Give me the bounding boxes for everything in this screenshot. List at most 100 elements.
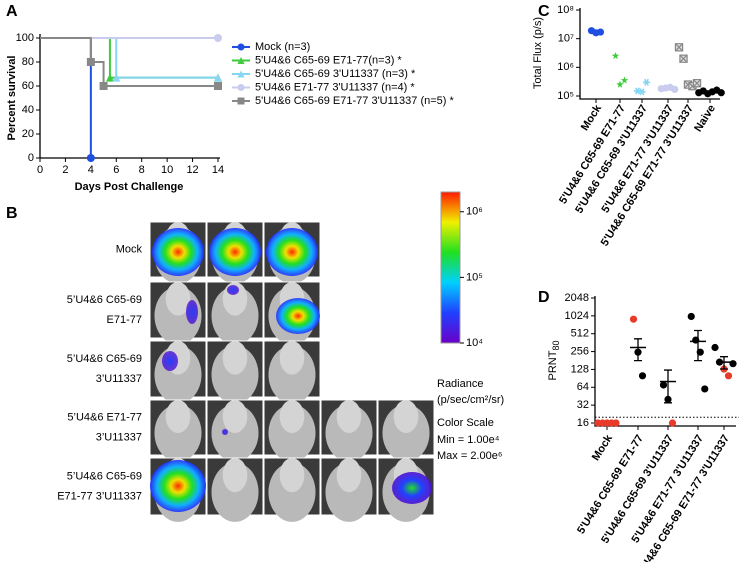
signal: [150, 460, 206, 512]
row-label: E71-77: [107, 314, 142, 326]
x-tick-label: 10: [161, 164, 173, 176]
row-label: 3’U11337: [96, 431, 142, 443]
marker: [680, 55, 687, 62]
legend-label: 5'U4&6 C65-69 3'U11337 (n=3) *: [255, 68, 416, 80]
marker: [671, 86, 678, 93]
marker: [639, 372, 646, 379]
y-tick-label: 60: [22, 80, 34, 92]
x-tick-label: Mock: [579, 102, 605, 133]
marker: [634, 88, 641, 94]
mouse-head: [337, 458, 362, 492]
marker: [660, 381, 667, 388]
y-tick-label: 80: [22, 56, 34, 68]
panel-letter: A: [6, 3, 18, 20]
axis: [40, 34, 220, 158]
mouse-head: [337, 400, 362, 433]
row-label: 3’U11337: [96, 373, 142, 385]
row-label: 5’U4&6 C65-69: [67, 294, 142, 306]
y-tick-label: 10⁸: [557, 4, 574, 16]
y-axis-label: PRNT80: [547, 341, 561, 381]
marker: [612, 52, 620, 59]
signal: [266, 228, 318, 276]
signal: [392, 472, 432, 504]
marker: [675, 44, 682, 51]
signal: [276, 298, 320, 334]
row-label: 5’U4&6 C65-69: [67, 470, 142, 482]
marker: [669, 419, 676, 426]
y-tick-label: 128: [571, 363, 589, 375]
mouse-head: [223, 400, 248, 433]
survival-curve: [40, 38, 91, 158]
row-label: 5’U4&6 E71-77: [67, 411, 142, 423]
marker: [597, 28, 604, 35]
marker: [214, 82, 222, 90]
legend-label: Mock (n=3): [255, 41, 310, 53]
colorbar: [441, 192, 460, 343]
colorbar-label: 10⁵: [466, 271, 483, 283]
marker: [612, 419, 619, 426]
marker: [638, 89, 645, 95]
error-bar: [634, 339, 642, 361]
marker: [693, 80, 700, 87]
signal: [227, 285, 239, 295]
signal: [162, 351, 178, 371]
x-tick-label: 2: [62, 164, 68, 176]
marker: [100, 82, 108, 90]
panel-letter: B: [6, 205, 18, 222]
marker: [616, 81, 624, 88]
y-tick-label: 10⁷: [558, 33, 574, 45]
y-tick-label: 64: [577, 381, 589, 393]
marker: [711, 344, 718, 351]
legend-label: 5'U4&6 C65-69 E71-77(n=3) *: [255, 54, 402, 66]
colorbar-note: Min = 1.00e⁴: [437, 434, 500, 446]
x-axis-label: Days Post Challenge: [75, 181, 184, 193]
survival-curve: [40, 38, 218, 78]
marker: [621, 76, 629, 83]
y-tick-label: 20: [22, 128, 34, 140]
survival-curve: [40, 38, 218, 86]
y-tick-label: 10⁵: [557, 90, 574, 102]
marker: [729, 360, 736, 367]
survival-curve: [40, 38, 218, 78]
signal: [186, 300, 198, 324]
x-tick-label: Naive: [692, 103, 718, 134]
y-tick-label: 40: [22, 104, 34, 116]
y-label-sub: 80: [551, 341, 561, 351]
colorbar-note: (p/sec/cm²/sr): [437, 394, 504, 406]
y-label-main: Total Flux (p/s): [532, 17, 544, 89]
y-tick-label: 512: [571, 328, 589, 340]
row-label: E71-77 3’U11337: [57, 490, 142, 502]
y-tick-label: 2048: [565, 292, 589, 304]
mouse-head: [394, 400, 419, 433]
y-tick-label: 32: [577, 399, 589, 411]
x-tick-label: 0: [37, 164, 43, 176]
y-label-main: PRNT: [547, 350, 559, 380]
x-tick-label: 14: [212, 164, 224, 176]
y-tick-label: 16: [577, 417, 589, 429]
y-axis-label: Percent survival: [6, 56, 18, 141]
marker: [688, 313, 695, 320]
y-tick-label: 256: [571, 345, 589, 357]
mouse-head: [223, 341, 248, 375]
marker: [643, 79, 650, 85]
marker: [214, 34, 222, 42]
error-bar: [694, 331, 702, 361]
signal: [222, 429, 228, 435]
y-tick-label: 0: [28, 152, 34, 164]
legend-label: 5'U4&6 E71-77 3'U11337 (n=4) *: [255, 81, 415, 93]
legend-marker: [238, 98, 245, 105]
x-tick-label: 4: [88, 164, 94, 176]
colorbar-label: 10⁶: [466, 206, 483, 218]
panel-letter: D: [538, 289, 550, 306]
y-tick-label: 100: [16, 32, 34, 44]
colorbar-note: Radiance: [437, 378, 483, 390]
x-tick-label: Mock: [590, 432, 616, 463]
legend-marker: [238, 84, 245, 91]
y-tick-label: 10⁶: [557, 61, 574, 73]
marker: [630, 316, 637, 323]
x-tick-label: 6: [113, 164, 119, 176]
marker: [87, 154, 95, 162]
colorbar-label: 10⁴: [466, 337, 483, 349]
legend-label: 5'U4&6 C65-69 E71-77 3'U11337 (n=5) *: [255, 95, 454, 107]
